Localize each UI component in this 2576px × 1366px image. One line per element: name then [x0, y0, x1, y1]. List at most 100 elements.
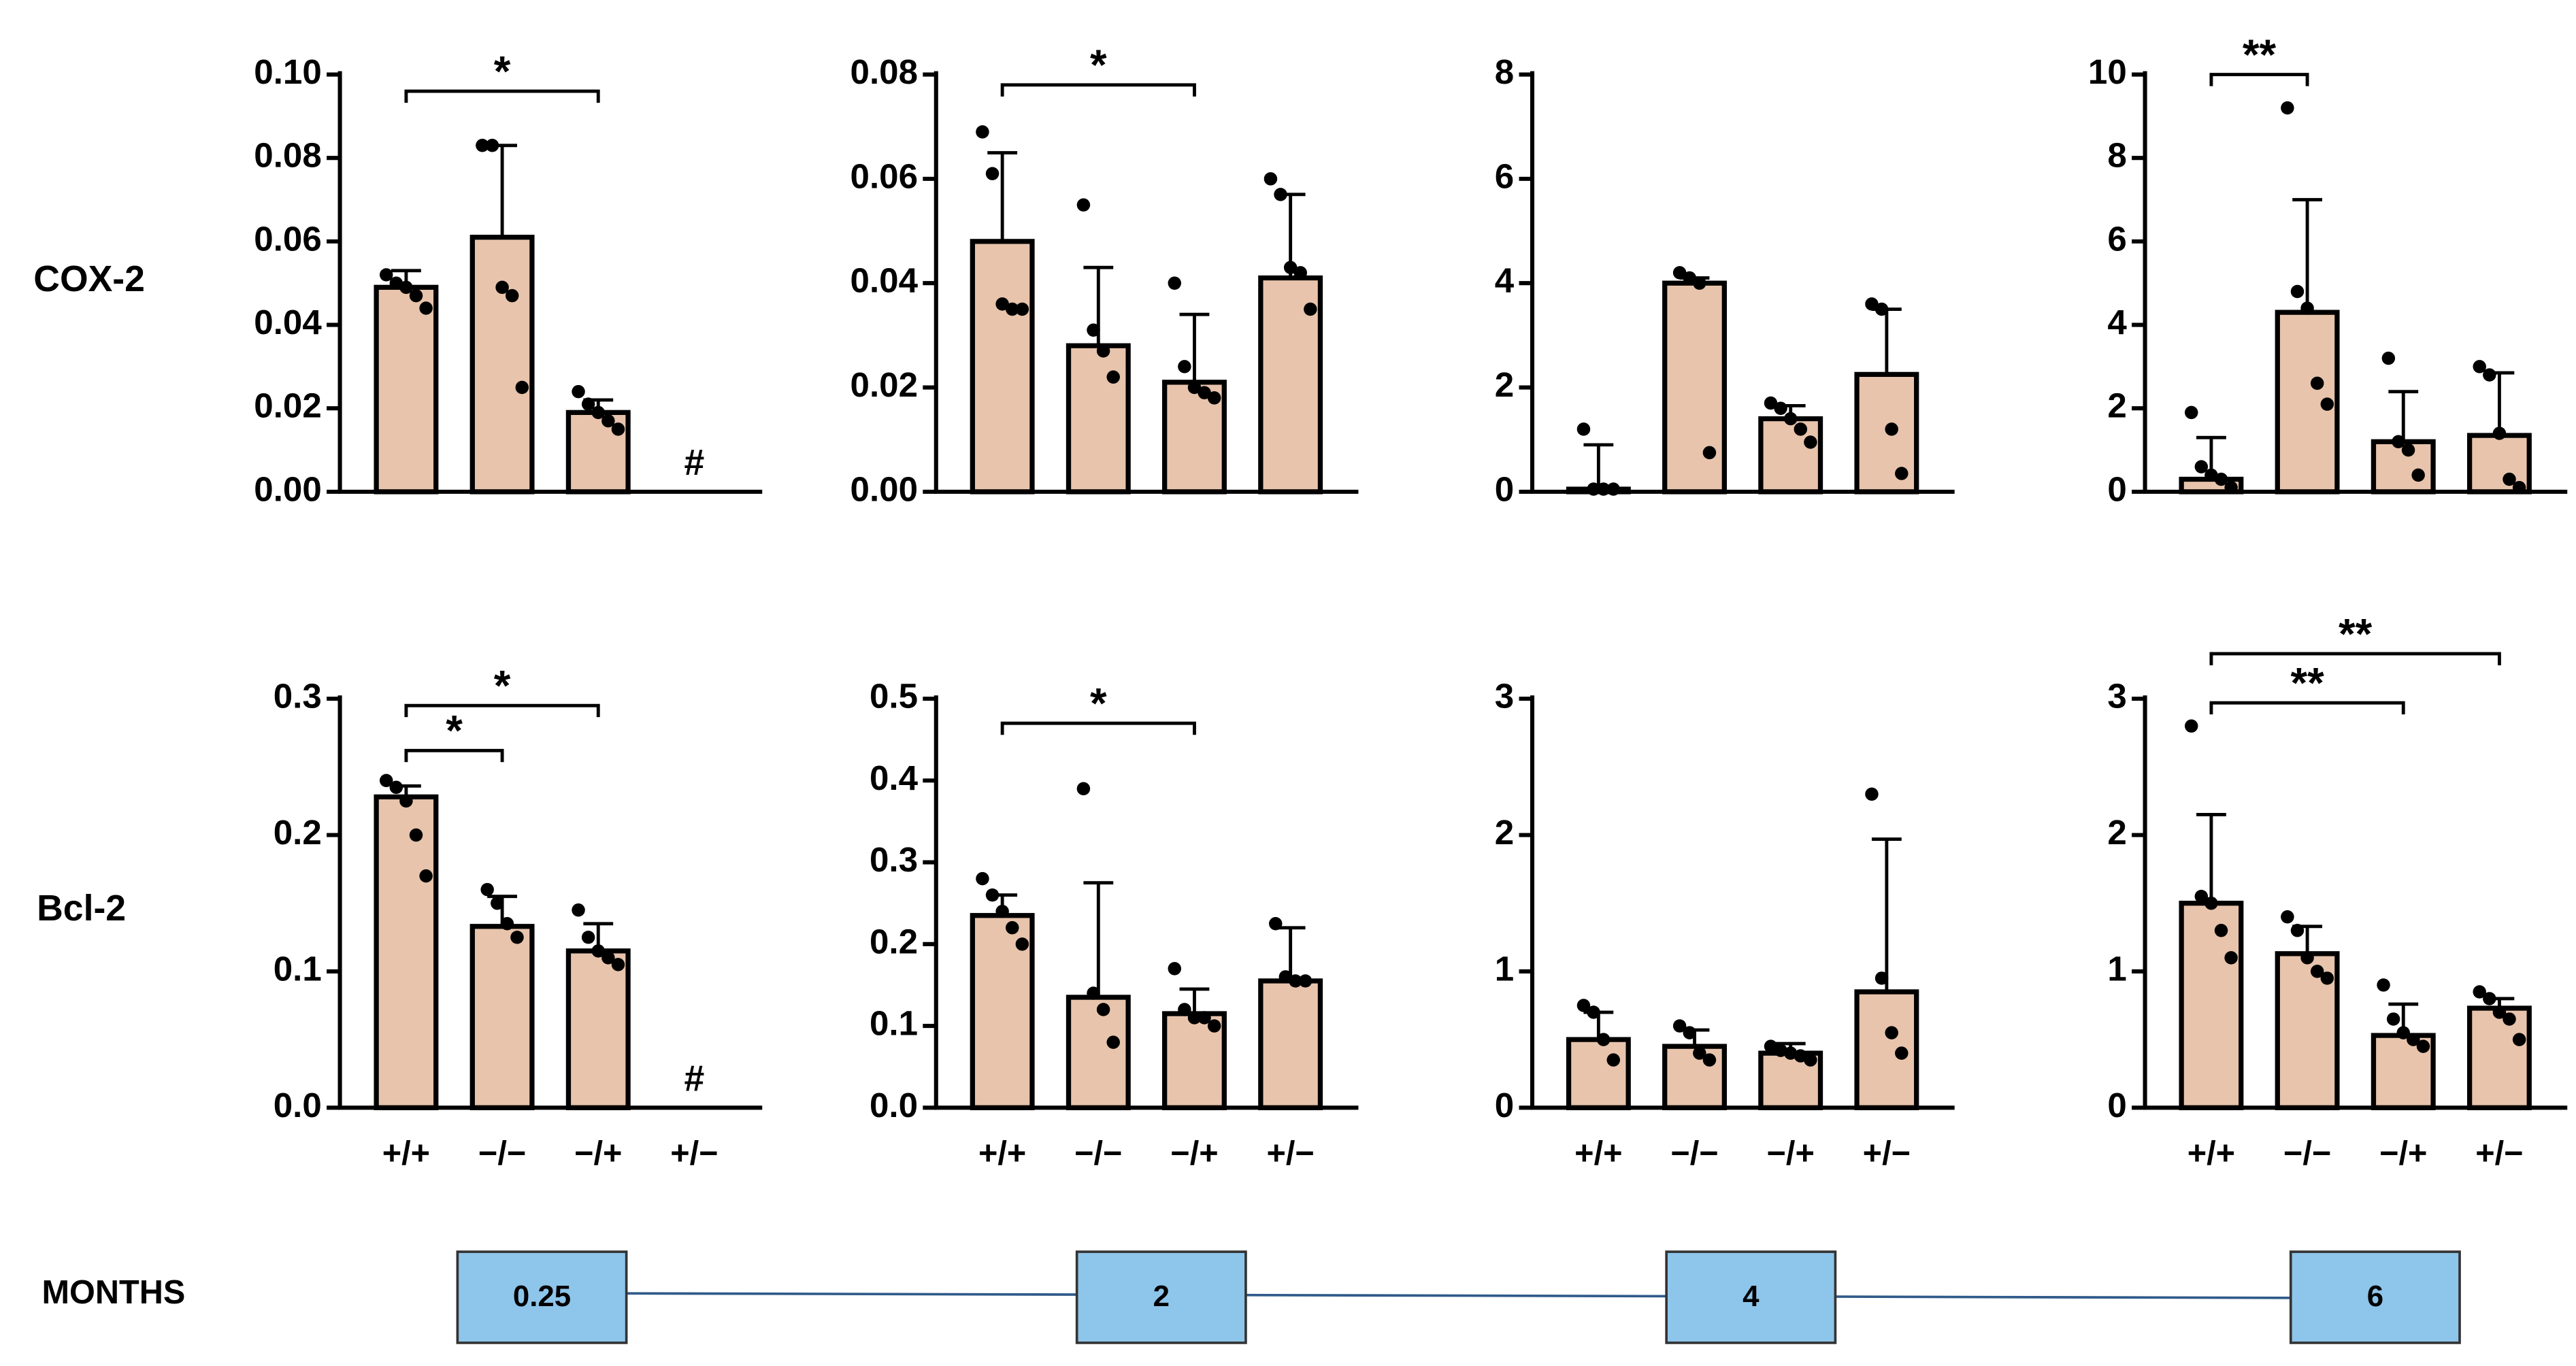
timeline-box [2289, 1250, 2461, 1344]
data-point [2310, 376, 2324, 390]
data-point [581, 931, 595, 944]
y-tick-label: 0.3 [274, 677, 322, 716]
annotation: * [1090, 41, 1107, 89]
y-tick-label: 2 [2107, 386, 2126, 425]
data-point [1875, 302, 1889, 316]
data-point [2416, 1039, 2430, 1053]
x-tick-label: −/+ [2379, 1135, 2427, 1172]
annotation: ** [2290, 660, 2324, 707]
data-point [1096, 1003, 1110, 1016]
timeline-point: 2 [1153, 1280, 1170, 1313]
y-tick-label: 2 [1495, 365, 1514, 404]
data-point [572, 903, 585, 917]
data-point [1783, 412, 1798, 426]
y-tick-label: 0.04 [254, 303, 322, 342]
data-point [2386, 1012, 2400, 1026]
significance-bracket [1000, 721, 1196, 735]
data-point [1087, 986, 1100, 1000]
bar [1662, 280, 1727, 495]
data-point [2310, 965, 2324, 978]
data-point [1576, 422, 1591, 436]
data-point [1683, 271, 1696, 285]
data-point [1278, 970, 1293, 984]
x-tick-label: +/+ [2187, 1135, 2235, 1172]
data-point [515, 380, 529, 395]
data-point [1015, 937, 1029, 951]
x-tick-label: +/+ [978, 1135, 1026, 1172]
data-point [1293, 266, 1307, 280]
data-point [2503, 1012, 2516, 1026]
data-point [2473, 985, 2486, 999]
x-tick-label: +/+ [1574, 1135, 1622, 1172]
data-point [2300, 301, 2314, 315]
data-point [419, 301, 433, 315]
data-point [379, 773, 393, 788]
data-point [491, 896, 504, 910]
y-tick-label: 0.06 [851, 156, 918, 195]
bar [1758, 416, 1823, 495]
x-tick-label: −/+ [1170, 1135, 1218, 1172]
data-point [1764, 1039, 1778, 1053]
data-point [1187, 380, 1202, 395]
y-tick-label: 0.2 [274, 813, 322, 852]
data-point [2281, 910, 2294, 924]
timeline-box [1665, 1250, 1837, 1344]
data-point [2392, 435, 2405, 449]
data-point [976, 125, 989, 139]
significance-bracket [404, 703, 600, 718]
bar [1566, 1037, 1631, 1110]
data-point [1096, 344, 1110, 358]
data-point [1587, 1005, 1600, 1019]
row-label: COX-2 [33, 259, 145, 299]
data-point [1304, 302, 1317, 316]
data-point [2320, 397, 2334, 411]
data-point [485, 139, 499, 152]
y-tick-label: 2 [1495, 813, 1514, 852]
data-point [1087, 323, 1100, 337]
y-tick-label: 0.1 [870, 1004, 918, 1043]
data-point [389, 276, 403, 290]
bar [469, 235, 535, 495]
data-point [510, 931, 524, 944]
y-tick-label: 3 [2107, 677, 2126, 716]
row-label: Bcl-2 [37, 888, 126, 929]
y-tick-label: 0.04 [851, 261, 919, 300]
annotation: * [494, 48, 511, 95]
y-tick-label: 2 [2107, 813, 2126, 852]
y-tick-label: 6 [2107, 219, 2126, 258]
data-point [409, 288, 423, 303]
data-point [1865, 787, 1879, 801]
data-point [601, 951, 615, 965]
data-point [1596, 1033, 1611, 1046]
data-point [1076, 198, 1091, 212]
data-point [2381, 351, 2396, 365]
data-point [1672, 266, 1687, 280]
data-point [1576, 999, 1591, 1012]
y-tick-label: 6 [1495, 156, 1514, 195]
significance-bracket [1000, 83, 1196, 97]
bar [469, 924, 535, 1110]
data-point [1106, 1035, 1120, 1049]
data-point [1606, 1053, 1621, 1067]
data-point [399, 280, 413, 295]
data-point [2281, 101, 2294, 115]
data-point [2224, 951, 2238, 965]
data-point [1269, 917, 1283, 931]
data-point [476, 139, 489, 152]
bar [1258, 978, 1323, 1110]
data-point [1187, 1011, 1202, 1024]
data-point [1895, 1046, 1909, 1060]
timeline-box [456, 1250, 628, 1344]
bar [565, 948, 631, 1110]
y-tick-label: 0.3 [870, 840, 918, 879]
data-point [1298, 974, 1312, 988]
y-tick-label: 8 [2107, 136, 2126, 175]
data-point [2492, 427, 2507, 440]
annotation: ** [2339, 610, 2373, 658]
data-point [581, 397, 595, 411]
data-point [611, 958, 625, 971]
data-point [1178, 1003, 1191, 1016]
data-point [1693, 1046, 1706, 1060]
data-point [2184, 719, 2198, 733]
